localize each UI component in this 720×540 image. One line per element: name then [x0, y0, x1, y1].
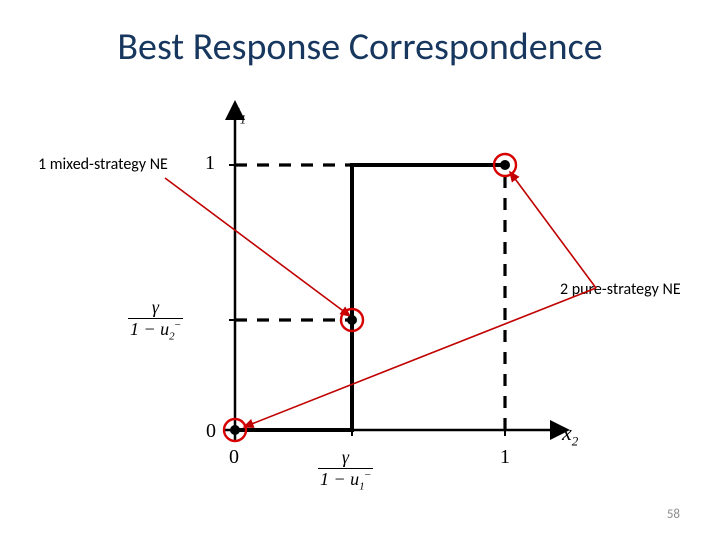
- br-curve-1: [235, 165, 505, 430]
- ne-dot-2: [500, 160, 510, 170]
- callout-arrow-0: [165, 178, 350, 316]
- slide: Best Response Correspondence 1 mixed-str…: [0, 0, 720, 540]
- ne-dot-1: [347, 315, 357, 325]
- br-curve-solid: [235, 165, 505, 430]
- best-response-chart: [0, 0, 720, 540]
- callout-arrow-2: [244, 288, 596, 427]
- ne-dot-0: [230, 425, 240, 435]
- callout-arrow-1: [510, 172, 596, 288]
